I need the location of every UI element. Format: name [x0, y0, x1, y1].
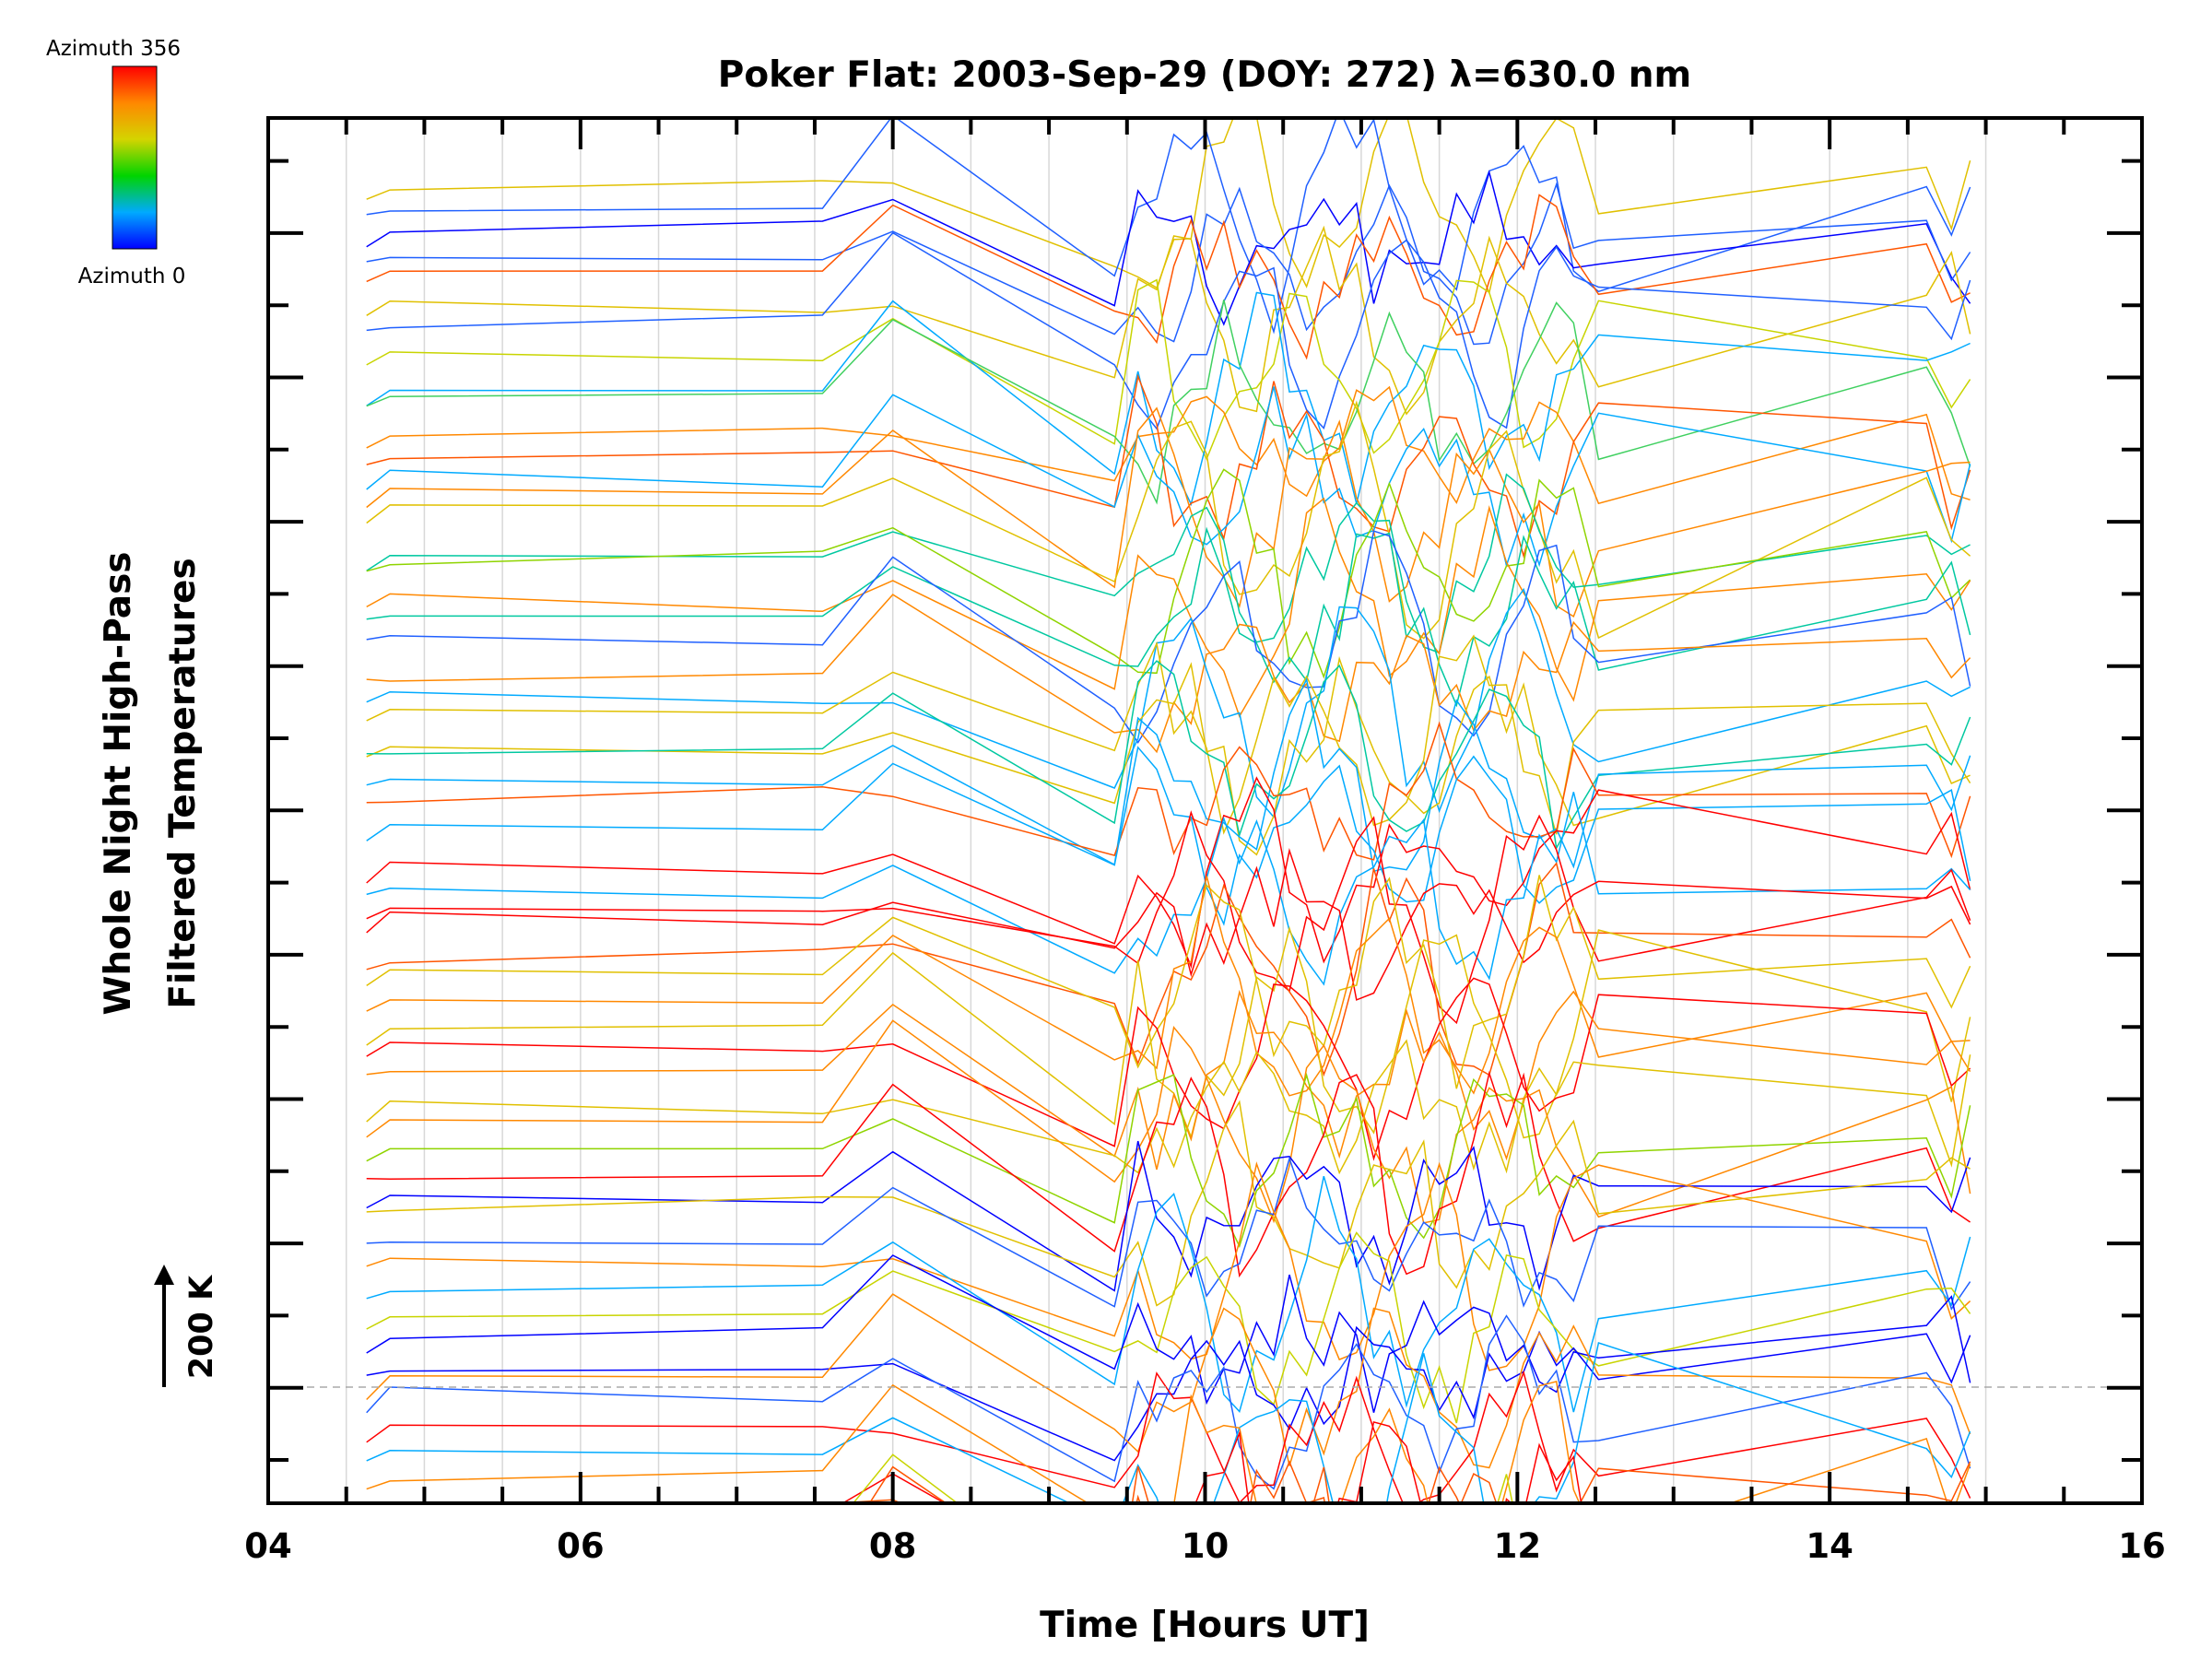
trace-line [366, 925, 1971, 1140]
trace-line [366, 1140, 1971, 1292]
traces [366, 118, 1971, 1503]
colorbar-min-label: Azimuth 0 [78, 265, 186, 288]
trace-line [366, 587, 1971, 818]
x-tick-label: 16 [2118, 1526, 2166, 1566]
trace-line [366, 876, 1971, 1097]
x-tick-label: 04 [244, 1526, 292, 1566]
x-tick-label: 10 [1182, 1526, 1230, 1566]
trace-line [366, 170, 1971, 326]
trace-line [366, 182, 1971, 346]
trace-line [366, 118, 1971, 335]
trace-line [366, 468, 1971, 679]
trace-line [366, 1342, 1971, 1503]
trace-line [366, 655, 1971, 856]
trace-line [366, 225, 1971, 416]
x-tick-label: 14 [1806, 1526, 1853, 1566]
trace-line [366, 1254, 1971, 1413]
trace-line [366, 746, 1971, 926]
trace-line [366, 977, 1971, 1161]
trace-line [366, 660, 1971, 851]
trace-line [366, 1019, 1971, 1224]
grid [345, 118, 1987, 1503]
scale-indicator: 200 K [154, 1265, 220, 1387]
trace-line [366, 721, 1971, 861]
trace-line [366, 497, 1971, 718]
trace-line [366, 278, 1971, 461]
x-axis-label: Time [Hours UT] [1040, 1605, 1370, 1646]
trace-line [366, 1100, 1971, 1307]
trace-line [366, 194, 1971, 360]
trace-line [366, 1156, 1971, 1311]
trace-line [366, 118, 1971, 296]
chart-title: Poker Flat: 2003-Sep-29 (DOY: 272) λ=630… [718, 54, 1691, 96]
colorbar [112, 65, 158, 250]
trace-line [366, 1072, 1971, 1249]
trace-line [366, 385, 1971, 505]
trace-line [366, 386, 1971, 569]
trace-line [366, 526, 1971, 708]
trace-line [366, 634, 1971, 835]
trace-line [366, 1293, 1971, 1469]
y-axis-label-line1: Whole Night High-Pass [98, 551, 139, 1015]
trace-line [366, 473, 1971, 654]
x-ticks: 04 06 08 10 12 14 16 [244, 118, 2166, 1566]
trace-line [366, 594, 1971, 754]
trace-line [366, 1070, 1971, 1278]
trace-line [841, 1420, 1583, 1503]
trace-line [366, 776, 1971, 970]
x-tick-label: 08 [869, 1526, 917, 1566]
trace-line [366, 862, 1971, 1077]
x-tick-label: 06 [557, 1526, 605, 1566]
trace-line [366, 792, 1971, 986]
trace-line [366, 1039, 1971, 1175]
x-tick-label: 12 [1494, 1526, 1542, 1566]
trace-line [366, 1175, 1971, 1413]
trace-line [824, 1460, 1971, 1503]
trace-line [366, 848, 1971, 1001]
trace-line [366, 677, 1971, 873]
scale-arrowhead [154, 1265, 174, 1285]
trace-line [366, 406, 1971, 618]
y-axis-label-line2: Filtered Temperatures [162, 558, 204, 1008]
trace-line [366, 291, 1971, 507]
colorbar-max-label: Azimuth 356 [46, 37, 181, 61]
trace-line [366, 300, 1971, 505]
trace-line [366, 810, 1971, 1025]
trace-line [366, 530, 1971, 744]
trace-line [366, 989, 1971, 1171]
trace-line [366, 1314, 1971, 1490]
trace-line [366, 1370, 1971, 1503]
trace-line [366, 1231, 1971, 1424]
trace-line [366, 231, 1971, 430]
scale-label: 200 K [183, 1274, 220, 1379]
trace-line [366, 875, 1971, 1089]
trace-line [366, 373, 1971, 559]
trace-line [366, 1161, 1971, 1371]
trace-line [366, 1380, 1971, 1503]
